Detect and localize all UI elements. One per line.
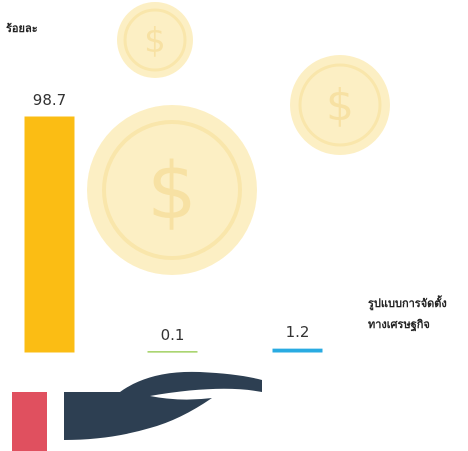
svg-text:$: $ (147, 147, 197, 237)
svg-text:$: $ (144, 21, 166, 61)
value-label: 1.2 (286, 323, 310, 341)
bar (272, 348, 323, 353)
x-label: รูปแบบการจัดตั้ง (368, 295, 447, 311)
svg-text:$: $ (326, 80, 354, 131)
y-label: ร้อยละ (6, 22, 38, 35)
hand-decoration (64, 371, 262, 440)
x-label: ทางเศรษฐกิจ (368, 318, 430, 332)
coin-decoration: $ $ $ (87, 2, 390, 275)
value-label: 98.7 (33, 91, 66, 109)
bar (24, 116, 75, 353)
value-label: 0.1 (161, 326, 185, 344)
sleeve-decoration (12, 392, 47, 451)
